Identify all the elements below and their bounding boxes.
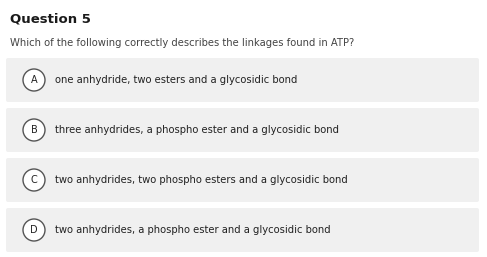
Text: two anhydrides, two phospho esters and a glycosidic bond: two anhydrides, two phospho esters and a… xyxy=(55,175,348,185)
Ellipse shape xyxy=(23,219,45,241)
Text: two anhydrides, a phospho ester and a glycosidic bond: two anhydrides, a phospho ester and a gl… xyxy=(55,225,331,235)
Ellipse shape xyxy=(23,69,45,91)
FancyBboxPatch shape xyxy=(6,158,479,202)
Text: three anhydrides, a phospho ester and a glycosidic bond: three anhydrides, a phospho ester and a … xyxy=(55,125,339,135)
Text: Which of the following correctly describes the linkages found in ATP?: Which of the following correctly describ… xyxy=(10,38,354,48)
Text: C: C xyxy=(31,175,37,185)
Text: A: A xyxy=(31,75,37,85)
FancyBboxPatch shape xyxy=(6,208,479,252)
Text: one anhydride, two esters and a glycosidic bond: one anhydride, two esters and a glycosid… xyxy=(55,75,298,85)
Text: D: D xyxy=(30,225,38,235)
Ellipse shape xyxy=(23,169,45,191)
Text: Question 5: Question 5 xyxy=(10,12,91,25)
FancyBboxPatch shape xyxy=(6,108,479,152)
Ellipse shape xyxy=(23,119,45,141)
FancyBboxPatch shape xyxy=(6,58,479,102)
Text: B: B xyxy=(31,125,37,135)
